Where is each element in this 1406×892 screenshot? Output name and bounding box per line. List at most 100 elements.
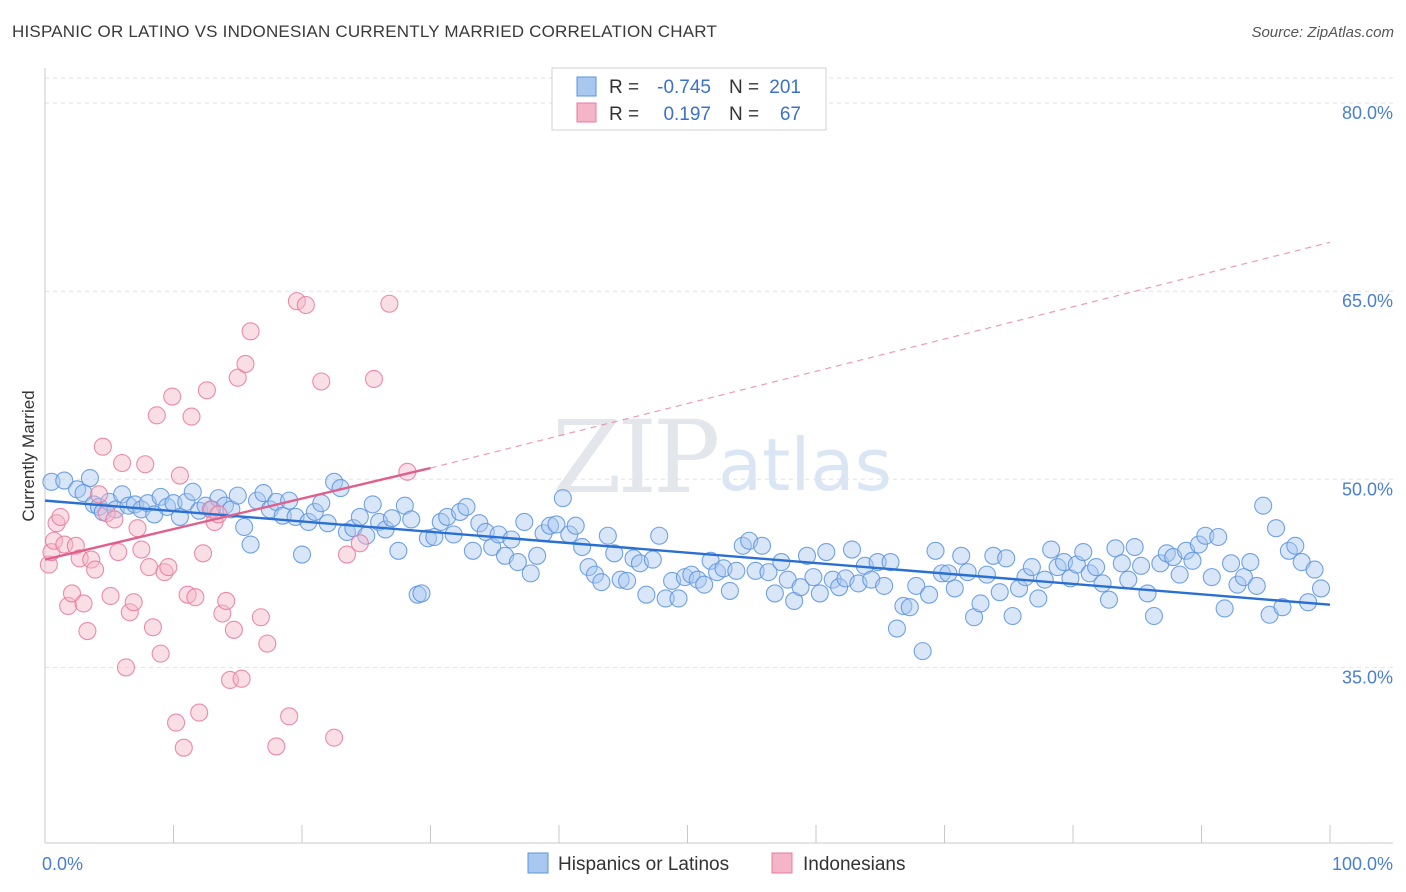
hispanic-point xyxy=(113,485,132,504)
hispanic-point xyxy=(457,497,476,516)
hispanic-point xyxy=(1241,553,1260,572)
indonesian-point xyxy=(93,437,112,456)
hispanic-point xyxy=(695,575,714,594)
hispanic-point xyxy=(752,536,772,555)
hispanic-point xyxy=(177,492,196,511)
indonesian-point xyxy=(224,620,243,639)
y-axis-title: Currently Married xyxy=(19,390,38,521)
axes xyxy=(44,68,1393,844)
indonesian-point xyxy=(325,728,344,747)
hispanic-point xyxy=(656,589,675,608)
hispanic-point xyxy=(810,584,829,603)
hispanic-point xyxy=(791,578,810,597)
hispanic-point xyxy=(228,486,247,505)
bottom-legend-swatch-indonesian xyxy=(771,852,793,874)
hispanic-point xyxy=(990,583,1009,602)
hispanic-point xyxy=(1138,584,1157,603)
indonesian-point xyxy=(105,510,124,529)
hispanic-point xyxy=(350,507,369,526)
indonesian-point xyxy=(170,466,189,485)
hispanic-point xyxy=(1093,574,1112,593)
indonesian-point xyxy=(167,713,186,732)
indonesian-trend-extension xyxy=(430,241,1331,469)
hispanic-point xyxy=(1305,560,1324,579)
hispanic-point xyxy=(579,558,598,577)
hispanic-point xyxy=(650,526,669,545)
legend-r-value-1: -0.745 xyxy=(657,77,711,98)
hispanic-point xyxy=(1112,554,1131,573)
indonesian-point xyxy=(55,535,74,554)
indonesian-point xyxy=(116,658,136,677)
hispanic-point xyxy=(235,517,254,537)
indonesian-point xyxy=(143,618,162,637)
y-tick-label: 50.0% xyxy=(1342,479,1393,499)
indonesian-point xyxy=(136,455,155,474)
hispanic-point xyxy=(920,585,939,604)
x-tick-label: 0.0% xyxy=(42,854,83,874)
hispanic-point xyxy=(183,482,202,501)
indonesian-point xyxy=(280,707,299,726)
hispanic-point xyxy=(1266,519,1286,538)
hispanic-point xyxy=(842,540,862,559)
y-tick-labels: 35.0% 50.0% 65.0% 80.0% xyxy=(1342,103,1393,687)
hispanic-point xyxy=(592,573,611,592)
hispanic-point xyxy=(312,494,331,513)
hispanic-point xyxy=(605,544,624,563)
hispanic-point xyxy=(868,553,887,572)
indonesian-point xyxy=(217,591,236,611)
hispanic-point xyxy=(1035,570,1054,589)
x-tick-label: 100.0% xyxy=(1332,854,1393,874)
bottom-legend-swatch-hispanic xyxy=(527,852,549,874)
hispanic-point xyxy=(1042,540,1061,559)
hispanic-point xyxy=(1286,536,1305,555)
hispanic-point xyxy=(1209,527,1228,547)
hispanic-point xyxy=(746,561,765,580)
hispanic-point xyxy=(573,537,592,557)
indonesian-point xyxy=(186,588,205,607)
indonesian-point xyxy=(140,558,159,577)
hispanic-point xyxy=(1273,598,1292,617)
hispanic-point xyxy=(1228,575,1247,594)
hispanic-point xyxy=(363,495,382,514)
hispanic-point xyxy=(1074,542,1093,562)
hispanic-point xyxy=(1222,554,1241,573)
hispanic-point xyxy=(765,584,784,603)
hispanic-point xyxy=(55,471,74,490)
indonesian-point xyxy=(163,387,182,406)
hispanic-point xyxy=(817,542,836,562)
hispanic-point xyxy=(611,570,630,589)
hispanic-point xyxy=(412,584,431,603)
watermark-atlas: atlas xyxy=(718,423,892,507)
hispanic-point xyxy=(1170,565,1189,584)
indonesian-point xyxy=(174,738,193,757)
hispanic-point xyxy=(720,581,739,600)
hispanic-point xyxy=(382,509,402,528)
hispanic-point xyxy=(945,579,964,598)
hispanic-point xyxy=(1202,568,1221,587)
legend-n-label-1: N = xyxy=(729,77,759,98)
indonesian-point xyxy=(350,534,369,553)
indonesian-point xyxy=(86,560,105,579)
hispanic-point xyxy=(913,642,932,661)
hispanic-point xyxy=(508,553,527,572)
hispanic-point xyxy=(1125,537,1144,557)
x-tick-labels: 0.0% 100.0% xyxy=(42,854,1393,874)
indonesian-point xyxy=(62,584,82,603)
indonesian-point xyxy=(101,586,120,605)
y-tick-label: 35.0% xyxy=(1342,667,1393,687)
indonesian-point xyxy=(364,369,384,389)
indonesian-point xyxy=(74,594,93,613)
hispanic-point xyxy=(875,576,894,595)
hispanic-point xyxy=(1196,526,1215,545)
indonesian-point xyxy=(251,608,270,627)
indonesian-trend-line xyxy=(44,466,431,561)
hispanic-point xyxy=(254,484,273,503)
indonesian-point xyxy=(296,295,315,315)
hispanic-point xyxy=(389,541,408,560)
hispanic-point xyxy=(907,576,926,595)
hispanic-point xyxy=(80,469,100,488)
hispanic-point xyxy=(894,596,913,616)
hispanic-point xyxy=(971,594,990,613)
hispanic-point xyxy=(1106,539,1125,558)
